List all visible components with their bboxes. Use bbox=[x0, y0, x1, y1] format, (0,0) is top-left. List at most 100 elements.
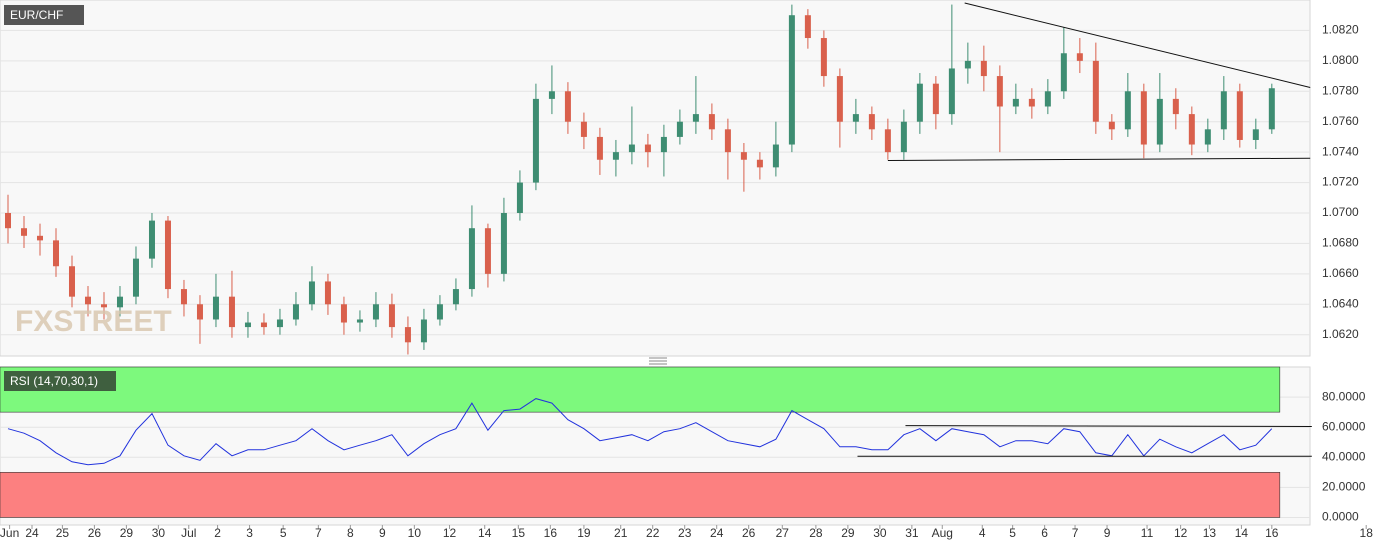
y-tick-label: 1.0800 bbox=[1322, 53, 1359, 67]
candle-body bbox=[1236, 91, 1243, 140]
candle-body bbox=[292, 304, 299, 320]
y-tick-label: 1.0640 bbox=[1322, 296, 1359, 310]
candle-body bbox=[116, 296, 123, 308]
x-tick-label: 7 bbox=[315, 526, 322, 540]
candle-body bbox=[1140, 91, 1147, 145]
x-tick-label: Jul bbox=[181, 526, 196, 540]
x-tick-label: 9 bbox=[379, 526, 386, 540]
candle-body bbox=[932, 83, 939, 115]
candle-body bbox=[980, 60, 987, 77]
candle-body bbox=[836, 76, 843, 122]
candle-body bbox=[20, 228, 27, 236]
candle-body bbox=[1172, 98, 1179, 115]
candle-body bbox=[1156, 98, 1163, 145]
candle-body bbox=[404, 327, 411, 343]
rsi-oversold-zone bbox=[0, 472, 1281, 518]
candle-body bbox=[1060, 53, 1067, 92]
x-tick-label: 22 bbox=[646, 526, 660, 540]
candle-body bbox=[580, 121, 587, 137]
x-tick-label: 23 bbox=[678, 526, 692, 540]
x-tick-label: 26 bbox=[88, 526, 102, 540]
candle-body bbox=[1108, 121, 1115, 130]
candle-body bbox=[164, 220, 171, 290]
candle-body bbox=[804, 15, 811, 39]
candle-body bbox=[644, 144, 651, 153]
y2-tick-label: 40.0000 bbox=[1322, 449, 1366, 463]
candle-body bbox=[660, 136, 667, 153]
candle-body bbox=[948, 68, 955, 115]
candle-body bbox=[852, 114, 859, 122]
x-tick-label: 27 bbox=[776, 526, 790, 540]
candle-body bbox=[884, 129, 891, 153]
candle-body bbox=[916, 83, 923, 122]
candle-body bbox=[1028, 98, 1035, 107]
x-tick-label: 2 bbox=[214, 526, 221, 540]
candle-body bbox=[612, 152, 619, 160]
candle-body bbox=[484, 228, 491, 274]
x-tick-label: 29 bbox=[841, 526, 855, 540]
candle-body bbox=[1092, 60, 1099, 122]
y-tick-label: 1.0760 bbox=[1322, 114, 1359, 128]
x-tick-label: 30 bbox=[873, 526, 887, 540]
candle-body bbox=[228, 296, 235, 328]
candle-body bbox=[1124, 91, 1131, 130]
candle-body bbox=[468, 228, 475, 290]
x-tick-label: 12 bbox=[443, 526, 457, 540]
candle-body bbox=[180, 289, 187, 305]
candle-body bbox=[276, 319, 283, 328]
trendline bbox=[964, 2, 1311, 88]
trendline bbox=[887, 157, 1311, 162]
candle-body bbox=[260, 322, 267, 328]
candle-body bbox=[36, 235, 43, 241]
y2-tick-label: 60.0000 bbox=[1322, 419, 1366, 433]
candle-body bbox=[772, 144, 779, 168]
candle-body bbox=[596, 136, 603, 160]
x-tick-label: 3 bbox=[246, 526, 253, 540]
candle-body bbox=[564, 91, 571, 122]
x-tick-label: 5 bbox=[280, 526, 287, 540]
rsi-label-box bbox=[4, 371, 116, 391]
candle-body bbox=[1268, 88, 1275, 130]
candle-body bbox=[1076, 53, 1083, 61]
x-tick-label: 16 bbox=[1265, 526, 1279, 540]
title-box bbox=[4, 5, 84, 25]
y-tick-label: 1.0700 bbox=[1322, 205, 1359, 219]
candle-body bbox=[100, 304, 107, 308]
candle-body bbox=[4, 212, 11, 229]
y-tick-label: 1.0780 bbox=[1322, 83, 1359, 97]
candle-body bbox=[1204, 129, 1211, 145]
x-tick-label: 21 bbox=[614, 526, 628, 540]
rsi-line bbox=[7, 398, 1273, 466]
candle-body bbox=[548, 91, 555, 99]
y-tick-label: 1.0680 bbox=[1322, 236, 1359, 250]
rsi-trendline bbox=[905, 425, 1312, 427]
candle-body bbox=[1220, 91, 1227, 130]
candle-body bbox=[516, 182, 523, 213]
x-tick-label: 7 bbox=[1072, 526, 1079, 540]
candle-body bbox=[532, 98, 539, 183]
candle-body bbox=[52, 240, 59, 267]
candle-body bbox=[868, 114, 875, 130]
x-tick-label: 14 bbox=[478, 526, 492, 540]
x-tick-label: 4 bbox=[979, 526, 986, 540]
candle-body bbox=[788, 15, 795, 145]
x-tick-label: 24 bbox=[25, 526, 39, 540]
candle-body bbox=[436, 304, 443, 320]
chart-title: EUR/CHF bbox=[10, 8, 63, 22]
x-tick-label: 13 bbox=[1203, 526, 1217, 540]
panel-divider-handle[interactable] bbox=[649, 357, 667, 365]
x-tick-label: 16 bbox=[544, 526, 558, 540]
x-tick-label: 19 bbox=[577, 526, 591, 540]
candle-body bbox=[628, 144, 635, 153]
candle-body bbox=[452, 289, 459, 305]
x-tick-label: 12 bbox=[1174, 526, 1188, 540]
candle-body bbox=[708, 114, 715, 130]
candle-body bbox=[68, 266, 75, 297]
candle-body bbox=[132, 258, 139, 297]
candle-body bbox=[356, 319, 363, 323]
y-tick-label: 1.0740 bbox=[1322, 144, 1359, 158]
candle-body bbox=[212, 296, 219, 320]
candle-body bbox=[1188, 114, 1195, 145]
candle-body bbox=[196, 304, 203, 320]
candle-body bbox=[692, 114, 699, 122]
